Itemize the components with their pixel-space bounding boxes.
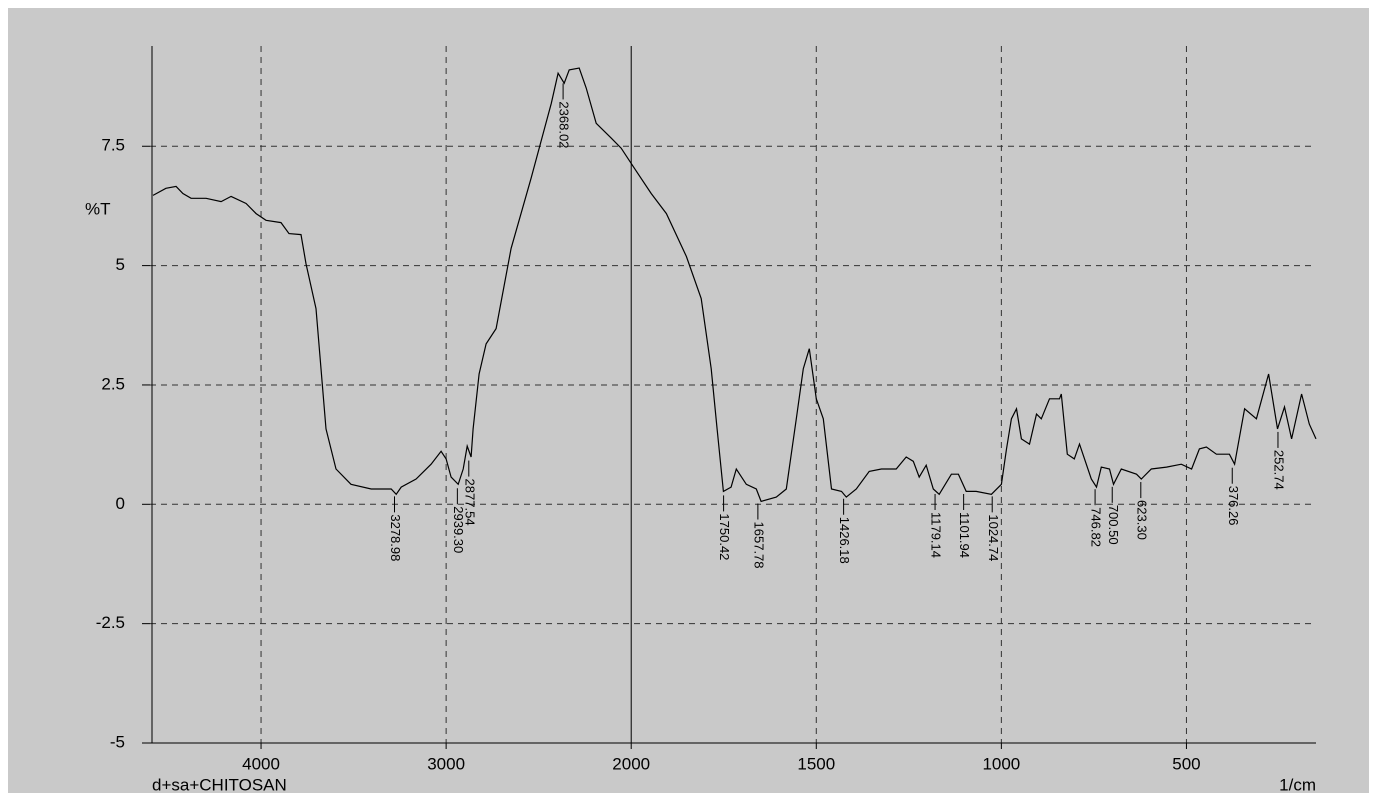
x-tick-label: 500 bbox=[1172, 754, 1200, 773]
y-tick-label: -2.5 bbox=[96, 613, 125, 632]
spectrum-line bbox=[152, 67, 1317, 503]
x-tick-label: 2000 bbox=[612, 754, 650, 773]
y-tick-label: 5 bbox=[116, 255, 125, 274]
background bbox=[8, 8, 1369, 793]
sample-label: d+sa+CHITOSAN bbox=[152, 775, 287, 794]
peak-label: 700.50 bbox=[1106, 505, 1121, 545]
peak-label: 1750.42 bbox=[717, 513, 732, 560]
y-tick-label: 2.5 bbox=[101, 374, 125, 393]
peak-label: 252.74 bbox=[1272, 450, 1287, 490]
x-axis-label: 1/cm bbox=[1279, 775, 1316, 794]
peak-label: 1657.78 bbox=[751, 522, 766, 569]
peak-label: 623.30 bbox=[1134, 500, 1149, 540]
peak-label: 3278.98 bbox=[388, 514, 403, 561]
peak-label: 1426.18 bbox=[837, 517, 852, 564]
x-tick-label: 4000 bbox=[242, 754, 280, 773]
peak-label: 2368.02 bbox=[557, 101, 572, 148]
peak-label: 1179.14 bbox=[929, 512, 944, 558]
x-tick-label: 1500 bbox=[797, 754, 835, 773]
peak-label: 2877.54 bbox=[462, 479, 477, 526]
y-tick-label: 7.5 bbox=[101, 136, 125, 155]
peak-label: 1024.74 bbox=[986, 514, 1001, 561]
peak-label: 746.82 bbox=[1089, 507, 1104, 547]
x-tick-label: 1000 bbox=[982, 754, 1020, 773]
peak-label: 376.26 bbox=[1226, 486, 1241, 526]
y-tick-label: 0 bbox=[116, 494, 125, 513]
y-axis-label: %T bbox=[85, 199, 111, 218]
peak-label: 2939.30 bbox=[451, 506, 466, 553]
x-tick-label: 3000 bbox=[427, 754, 465, 773]
y-tick-label: -5 bbox=[110, 732, 125, 751]
peak-label: 1101.94 bbox=[957, 512, 972, 558]
